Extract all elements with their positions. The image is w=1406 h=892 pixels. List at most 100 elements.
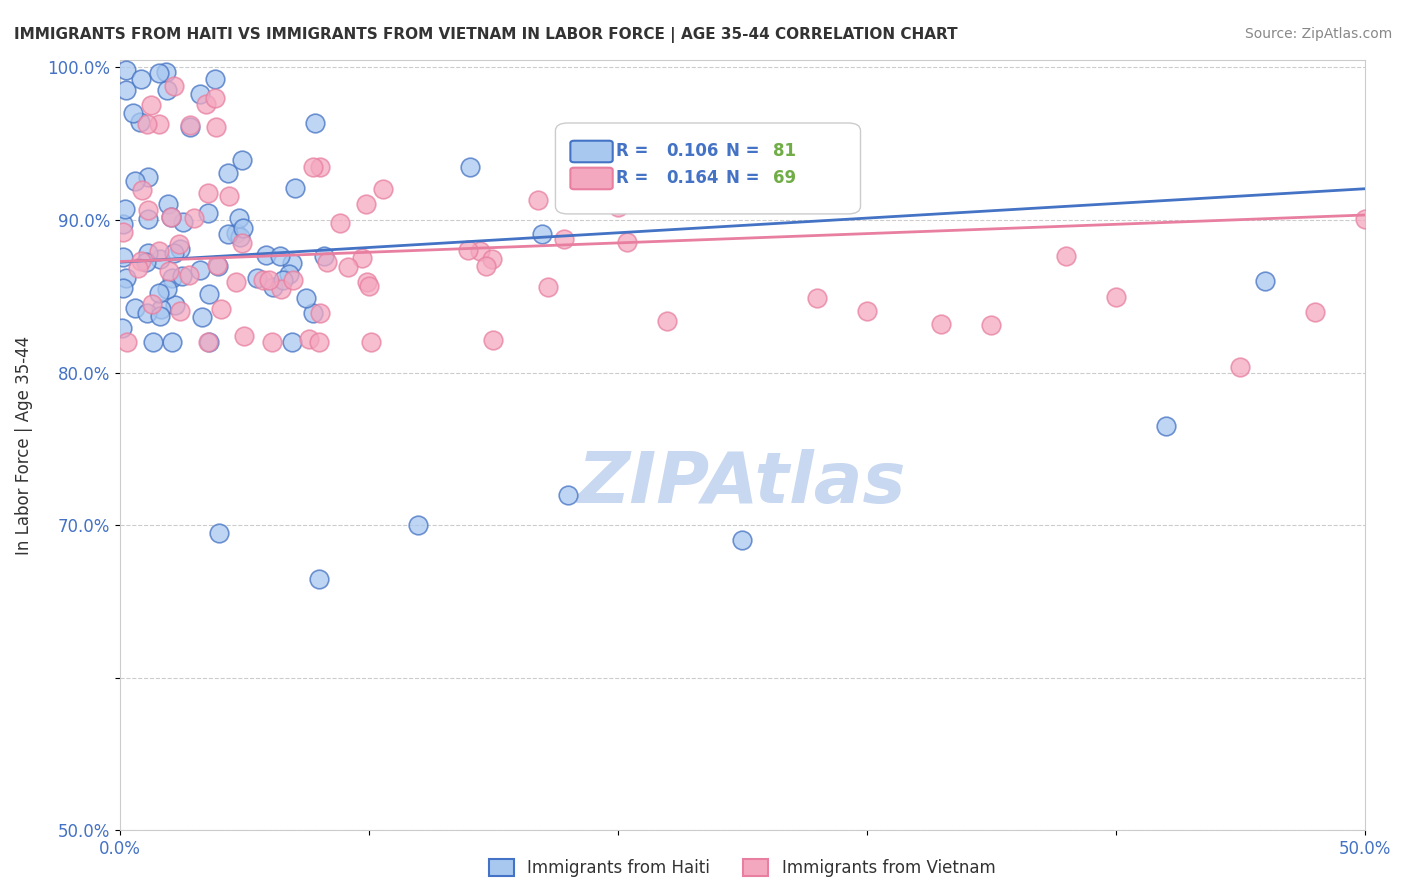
Point [553, 232, 575, 246]
Point [207, 260, 229, 274]
Point [169, 304, 191, 318]
Point [195, 96, 218, 111]
Point [131, 183, 153, 197]
Point [141, 296, 163, 310]
Point [806, 291, 828, 305]
Point [205, 120, 228, 134]
Point [148, 117, 170, 131]
Point [155, 65, 177, 79]
Point [111, 320, 134, 334]
Point [270, 282, 292, 296]
Point [252, 273, 274, 287]
Point [208, 525, 231, 540]
Point [141, 335, 163, 350]
Point [217, 227, 239, 242]
Point [169, 242, 191, 256]
Point [160, 271, 183, 285]
Point [309, 160, 332, 174]
Point [170, 268, 193, 283]
Point [156, 83, 179, 97]
Point [280, 256, 302, 270]
Point [183, 211, 205, 225]
Point [360, 335, 382, 350]
Point [115, 83, 138, 97]
Point [616, 235, 638, 250]
Point [262, 335, 284, 350]
Point [1105, 290, 1128, 304]
Point [304, 116, 326, 130]
Point [160, 211, 183, 225]
Point [482, 333, 505, 347]
Point [188, 87, 211, 101]
Point [197, 186, 219, 200]
Point [179, 118, 201, 132]
Point [204, 91, 226, 105]
Point [197, 335, 219, 350]
Point [537, 279, 560, 293]
Y-axis label: In Labor Force | Age 35-44: In Labor Force | Age 35-44 [15, 335, 32, 555]
Point [136, 246, 159, 260]
Point [148, 66, 170, 80]
Text: 69: 69 [773, 169, 796, 187]
Point [149, 309, 172, 323]
Point [172, 215, 194, 229]
Point [231, 235, 253, 250]
Text: N =: N = [725, 169, 765, 187]
Point [179, 268, 201, 283]
Point [606, 200, 628, 214]
Point [111, 281, 134, 295]
Point [657, 314, 679, 328]
Point [148, 285, 170, 300]
Point [308, 572, 330, 586]
Point [129, 254, 152, 268]
Point [531, 227, 554, 242]
Point [136, 212, 159, 227]
Point [218, 188, 240, 202]
FancyBboxPatch shape [571, 141, 613, 162]
Point [115, 271, 138, 285]
Point [124, 174, 146, 188]
Point [121, 106, 143, 120]
Point [205, 258, 228, 272]
Point [308, 335, 330, 350]
Point [233, 329, 256, 343]
Point [136, 202, 159, 217]
Point [135, 254, 157, 268]
Point [228, 211, 250, 225]
Point [337, 260, 360, 275]
Point [231, 153, 253, 167]
Point [257, 273, 280, 287]
Point [557, 488, 579, 502]
Point [115, 62, 138, 77]
Point [481, 252, 503, 267]
Legend: Immigrants from Haiti, Immigrants from Vietnam: Immigrants from Haiti, Immigrants from V… [482, 852, 1002, 884]
Point [115, 335, 138, 350]
Point [371, 182, 394, 196]
Point [188, 263, 211, 277]
Point [162, 335, 184, 350]
Point [225, 226, 247, 240]
Point [163, 298, 186, 312]
Point [163, 245, 186, 260]
Point [1303, 305, 1326, 319]
Point [112, 250, 135, 264]
Point [112, 225, 135, 239]
Point [1054, 248, 1077, 262]
Point [160, 210, 183, 224]
Text: R =: R = [616, 169, 655, 187]
Point [149, 301, 172, 316]
Point [980, 318, 1002, 333]
Point [1254, 274, 1277, 288]
Point [731, 533, 754, 548]
Point [136, 169, 159, 184]
Point [229, 229, 252, 244]
FancyBboxPatch shape [571, 168, 613, 189]
Point [124, 301, 146, 315]
Text: R =: R = [616, 143, 655, 161]
Point [179, 120, 201, 134]
Point [197, 206, 219, 220]
Point [148, 244, 170, 259]
Point [148, 252, 170, 266]
Point [855, 304, 877, 318]
Point [136, 117, 159, 131]
